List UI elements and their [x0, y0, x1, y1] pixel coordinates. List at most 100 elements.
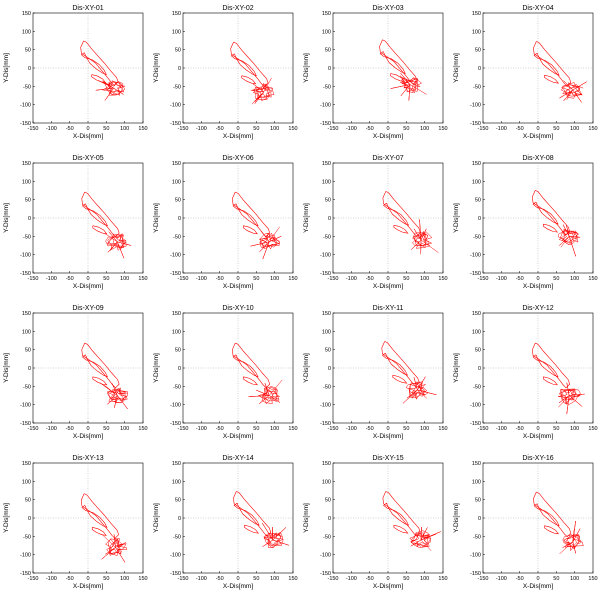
x-tick-label: 100: [420, 276, 429, 282]
trace-outer-loop: [382, 491, 421, 537]
y-tick-label: 150: [472, 161, 481, 167]
x-tick-label: -50: [516, 276, 524, 282]
trace-excursions: [559, 224, 581, 257]
x-tick-label: -50: [66, 426, 74, 432]
panel: Dis-XY-14 -150-150 -100 -100 -50 -50 0 0 50 50 100…: [153, 455, 298, 590]
x-tick-label: 0: [386, 276, 389, 282]
x-tick-label: -50: [66, 576, 74, 582]
x-tick-label: 50: [103, 426, 109, 432]
panel-title: Dis-XY-10: [222, 305, 253, 312]
panel: Dis-XY-15 -150-150 -100 -100 -50 -50 0 0 50 50 100…: [303, 455, 448, 590]
y-tick-label: 150: [22, 461, 31, 467]
panel-title: Dis-XY-01: [72, 5, 103, 12]
y-tick-label: -150: [20, 121, 31, 127]
x-tick-label: 150: [438, 126, 447, 132]
x-tick-label: 0: [86, 426, 89, 432]
y-axis-label: Y-Dis[mm]: [303, 203, 310, 233]
trace-orbit-cluster: [105, 537, 127, 556]
trace-inner-loop: [532, 354, 559, 378]
y-tick-label: 50: [475, 198, 481, 204]
x-axis-label: X-Dis[mm]: [73, 283, 104, 290]
trace-small-loop: [244, 524, 260, 534]
y-axis-label: Y-Dis[mm]: [303, 353, 310, 383]
y-tick-label: 100: [22, 329, 31, 335]
y-tick-label: 0: [28, 66, 31, 72]
y-tick-label: 100: [472, 179, 481, 185]
y-tick-label: -50: [323, 534, 331, 540]
y-axis-label: Y-Dis[mm]: [153, 203, 160, 233]
y-tick-label: 100: [472, 29, 481, 35]
y-tick-label: 0: [178, 516, 181, 522]
x-axis-label: X-Dis[mm]: [73, 133, 104, 140]
trace-excursions: [410, 527, 441, 551]
y-tick-label: 0: [478, 366, 481, 372]
y-axis-label: Y-Dis[mm]: [453, 503, 460, 533]
y-tick-label: 50: [325, 348, 331, 354]
y-tick-label: -100: [170, 403, 181, 409]
y-tick-label: 100: [22, 29, 31, 35]
panel: Dis-XY-03 -150-150 -100 -100 -50 -50 0 0 50 50 100…: [303, 5, 448, 140]
y-tick-label: 100: [472, 479, 481, 485]
x-tick-label: -50: [216, 576, 224, 582]
trace-outer-loop: [230, 41, 269, 88]
trace-excursions: [250, 77, 272, 105]
panel: Dis-XY-06 -150-150 -100 -100 -50 -50 0 0 50 50 100…: [153, 155, 298, 290]
panel: Dis-XY-04 -150-150 -100 -100 -50 -50 0 0 50 50 100…: [453, 5, 598, 140]
y-tick-label: -50: [323, 384, 331, 390]
trace-inner-loop: [379, 51, 406, 75]
x-tick-label: -100: [496, 276, 507, 282]
trace-excursions: [558, 382, 585, 415]
y-tick-label: -50: [23, 534, 31, 540]
x-tick-label: 0: [86, 126, 89, 132]
x-tick-label: 50: [103, 126, 109, 132]
trace-outer-loop: [533, 41, 572, 87]
trace-excursions: [104, 231, 132, 259]
x-tick-label: -100: [346, 126, 357, 132]
y-tick-label: 0: [328, 366, 331, 372]
y-tick-label: 50: [175, 48, 181, 54]
panel-title: Dis-XY-04: [522, 5, 553, 12]
trace-inner-loop: [533, 503, 560, 527]
x-tick-label: 150: [138, 576, 147, 582]
x-tick-label: 0: [386, 426, 389, 432]
y-tick-label: 100: [22, 179, 31, 185]
x-tick-label: -150: [27, 276, 38, 282]
x-tick-label: -150: [477, 276, 488, 282]
trace-inner-loop: [382, 352, 409, 376]
x-tick-label: -150: [327, 276, 338, 282]
trace-orbit-cluster: [558, 388, 581, 406]
x-tick-label: 100: [270, 426, 279, 432]
trace-outer-loop: [80, 40, 119, 87]
x-tick-label: 150: [288, 126, 297, 132]
y-tick-label: -150: [170, 571, 181, 577]
x-tick-label: 0: [536, 276, 539, 282]
y-tick-label: 50: [325, 48, 331, 54]
y-tick-label: 100: [322, 479, 331, 485]
y-axis-label: Y-Dis[mm]: [153, 353, 160, 383]
y-tick-label: 0: [178, 366, 181, 372]
panel-title: Dis-XY-09: [72, 305, 103, 312]
x-tick-label: 0: [386, 126, 389, 132]
y-tick-label: 150: [322, 161, 331, 167]
y-tick-label: -150: [470, 271, 481, 277]
trace-small-loop: [544, 525, 560, 535]
trace-outer-loop: [80, 493, 119, 539]
y-axis-label: Y-Dis[mm]: [3, 503, 10, 533]
y-tick-label: 100: [22, 479, 31, 485]
y-tick-label: -150: [20, 421, 31, 427]
panel: Dis-XY-02 -150-150 -100 -100 -50 -50 0 0 50 50 100…: [153, 5, 298, 140]
y-tick-label: -50: [23, 234, 31, 240]
y-tick-label: -50: [23, 84, 31, 90]
y-tick-label: 50: [175, 348, 181, 354]
y-tick-label: -50: [473, 234, 481, 240]
x-tick-label: 50: [253, 276, 259, 282]
y-tick-label: 50: [25, 498, 31, 504]
trace-excursions: [559, 520, 581, 555]
trace-excursions: [411, 219, 439, 255]
panel: Dis-XY-16 -150-150 -100 -100 -50 -50 0 0 50 50 100…: [453, 455, 598, 590]
y-tick-label: -100: [20, 553, 31, 559]
trace-excursions: [99, 382, 128, 410]
y-tick-label: 150: [172, 161, 181, 167]
x-tick-label: -150: [177, 426, 188, 432]
x-tick-label: 150: [438, 576, 447, 582]
